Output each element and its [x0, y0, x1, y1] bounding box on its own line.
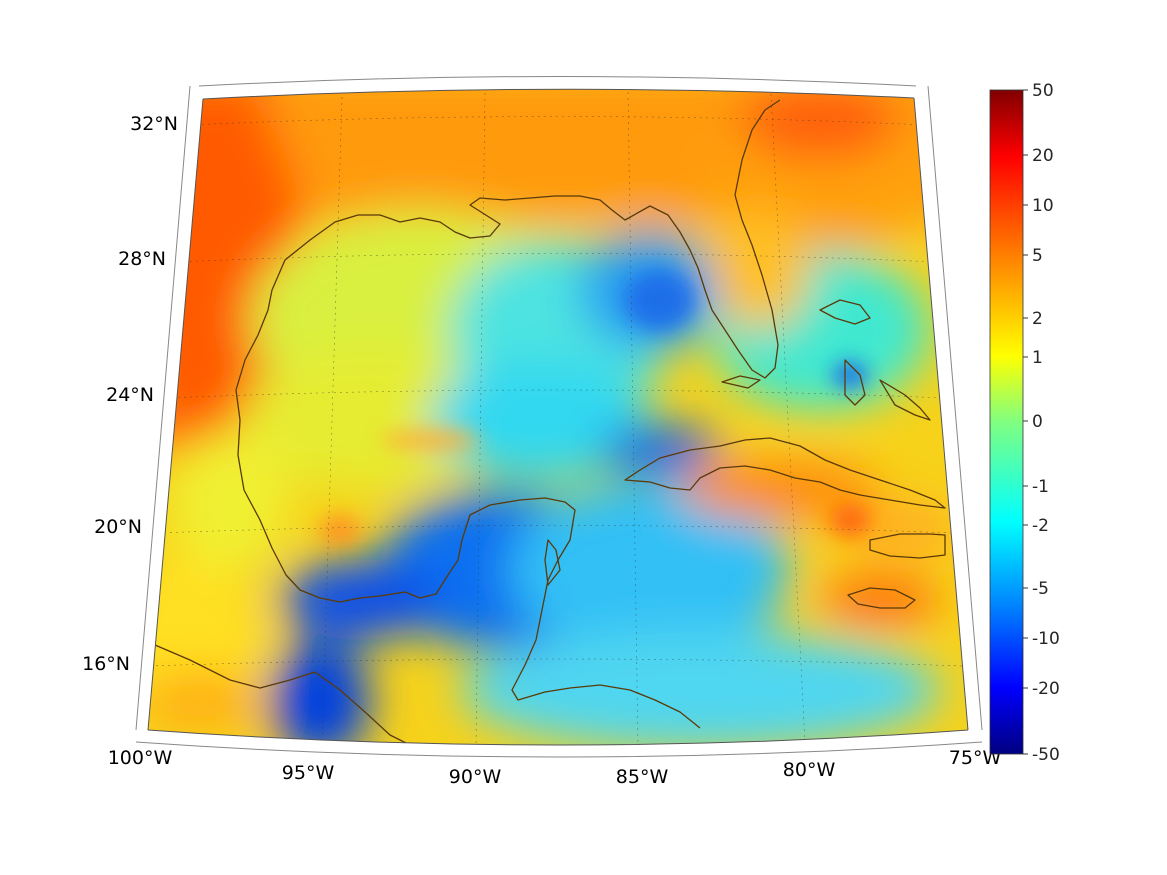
colorbar-gradient	[989, 89, 1024, 755]
colorbar-tick-neg2: -2	[1032, 516, 1049, 536]
colorbar-tick-0: 0	[1032, 412, 1043, 432]
graticule	[149, 91, 963, 746]
lat-label-32: 32°N	[130, 113, 178, 135]
colorbar-tick-5: 5	[1032, 246, 1043, 266]
lon-label-80: 80°W	[783, 759, 836, 781]
map-frame	[135, 76, 983, 758]
lon-label-95: 95°W	[282, 762, 335, 784]
latitude-labels: 32°N 28°N 24°N 20°N 16°N	[82, 113, 178, 675]
colorbar-tick-1: 1	[1032, 348, 1043, 368]
lon-label-75: 75°W	[949, 747, 1002, 769]
colorbar-tick-neg10: -10	[1032, 629, 1060, 649]
coastlines	[154, 99, 946, 746]
lon-label-90: 90°W	[449, 766, 502, 788]
lon-label-100: 100°W	[108, 747, 173, 769]
colorbar-tick-neg5: -5	[1032, 579, 1049, 599]
colorbar-tick-20: 20	[1032, 146, 1054, 166]
colorbar-tick-2: 2	[1032, 309, 1043, 329]
colorbar-tick-neg1: -1	[1032, 477, 1049, 497]
lat-label-20: 20°N	[94, 516, 142, 538]
map-field	[148, 89, 968, 746]
lat-label-28: 28°N	[118, 248, 166, 270]
lat-label-24: 24°N	[106, 384, 154, 406]
colorbar-tick-10: 10	[1032, 196, 1054, 216]
lon-label-85: 85°W	[616, 766, 669, 788]
colorbar-tick-neg20: -20	[1032, 679, 1060, 699]
lat-label-16: 16°N	[82, 653, 130, 675]
colorbar-tick-50: 50	[1032, 81, 1054, 101]
colorbar-tick-neg50: -50	[1032, 745, 1060, 765]
longitude-labels: 100°W 95°W 90°W 85°W 80°W 75°W	[108, 747, 1002, 788]
colorbar: 50 20 10 5 2 1 0 -1 -2 -5 -10 -20 -50	[989, 81, 1060, 765]
